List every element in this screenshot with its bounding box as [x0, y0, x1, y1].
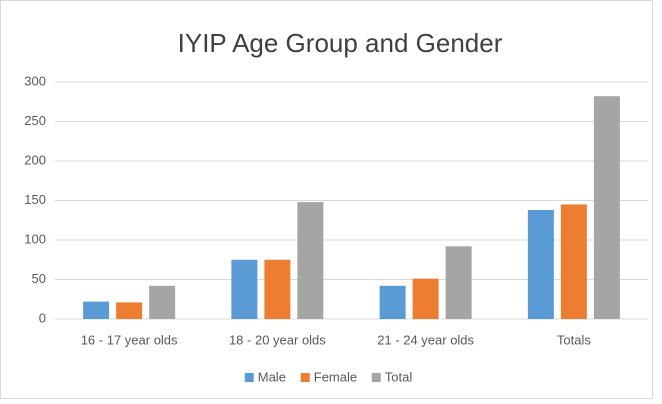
x-tick-label: 16 - 17 year olds [81, 332, 178, 347]
bar [593, 96, 620, 319]
legend-swatch [244, 373, 254, 382]
x-tick-label: 18 - 20 year olds [229, 332, 326, 347]
chart-border [0, 0, 653, 399]
bar [149, 285, 176, 319]
y-tick-label: 150 [24, 192, 46, 207]
bar [445, 246, 472, 319]
bar [560, 204, 587, 319]
y-tick-label: 0 [39, 310, 46, 325]
legend-swatch [371, 373, 381, 382]
bar [379, 285, 406, 319]
y-tick-label: 50 [32, 271, 46, 286]
x-tick-label: 21 - 24 year olds [377, 332, 474, 347]
legend-label: Female [314, 369, 357, 384]
bar [527, 209, 554, 319]
bar [297, 202, 324, 319]
legend-label: Total [385, 369, 413, 384]
legend-label: Male [258, 369, 286, 384]
y-tick-label: 250 [24, 113, 46, 128]
y-tick-label: 100 [24, 231, 46, 246]
bar [264, 259, 291, 319]
bar [83, 301, 110, 319]
legend-swatch [300, 373, 310, 382]
y-tick-label: 300 [24, 73, 46, 88]
bar [116, 302, 143, 319]
x-tick-label: Totals [557, 332, 591, 347]
chart-title: IYIP Age Group and Gender [178, 28, 503, 58]
bar [412, 278, 439, 319]
y-tick-label: 200 [24, 152, 46, 167]
bar [231, 259, 258, 319]
